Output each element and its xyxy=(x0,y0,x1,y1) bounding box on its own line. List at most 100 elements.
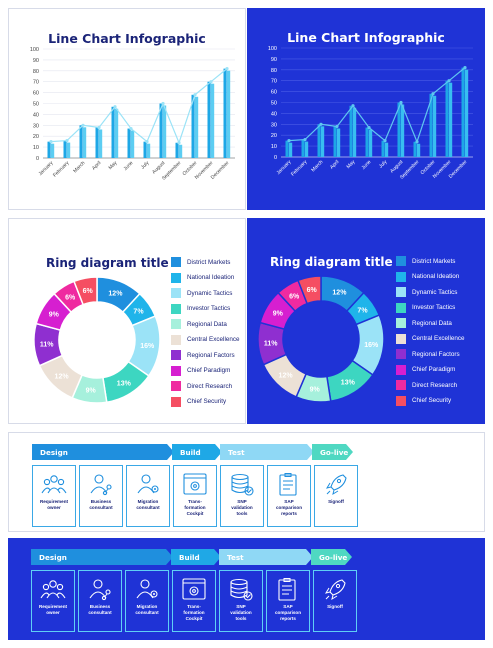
data-point xyxy=(177,141,181,145)
ring-slice xyxy=(73,276,98,306)
bar-shadow xyxy=(337,128,341,157)
legend-label: Regional Factors xyxy=(412,350,460,358)
bar xyxy=(333,126,337,157)
slice-label: 12% xyxy=(279,372,294,379)
bar xyxy=(127,128,131,158)
y-tick-label: 20 xyxy=(33,134,39,140)
legend-item: Regional Data xyxy=(171,318,227,330)
process-panel-dark: Design Build Test Go-live Requirement owner B… xyxy=(8,538,485,640)
data-point xyxy=(463,66,467,70)
legend-swatch xyxy=(171,396,181,407)
legend-label: Dynamic Tactics xyxy=(187,289,233,297)
legend-swatch xyxy=(396,287,406,297)
slice-label: 12% xyxy=(108,290,123,297)
data-point xyxy=(97,125,101,130)
person-network-icon xyxy=(90,474,112,496)
process-step-label: Trans- formation Cockpit xyxy=(184,499,206,516)
data-point xyxy=(319,122,323,126)
legend-item: Regional Factors xyxy=(171,349,235,361)
bar xyxy=(95,127,99,158)
bar-shadow xyxy=(305,141,309,157)
bar xyxy=(159,103,163,158)
rocket-icon xyxy=(324,579,346,601)
data-point xyxy=(415,140,419,144)
database-check-icon xyxy=(231,473,254,496)
bar-shadow xyxy=(369,129,373,157)
legend-label: Regional Data xyxy=(187,320,227,328)
legend-item: Direct Research xyxy=(171,380,232,392)
legend-item: Regional Factors xyxy=(396,348,460,360)
legend-item: Chief Security xyxy=(171,396,226,408)
slice-label: 13% xyxy=(341,379,356,386)
legend-label: Chief Security xyxy=(187,398,227,405)
data-point xyxy=(65,138,69,143)
bar xyxy=(63,140,67,158)
phase-test: Test xyxy=(219,549,313,565)
series-line xyxy=(50,68,228,145)
line-chart-title: Line Chart Infographic xyxy=(48,31,206,46)
series-line xyxy=(288,67,466,144)
process-step-label: SNP validation tools xyxy=(230,604,252,621)
phase-go-live: Go-live xyxy=(312,444,353,460)
people-group-icon xyxy=(41,475,67,494)
bar xyxy=(317,124,321,157)
data-point xyxy=(113,105,117,109)
legend-swatch xyxy=(171,303,181,314)
bar-shadow xyxy=(115,108,119,158)
process-step-label: Trans- formation Cockpit xyxy=(183,604,205,621)
y-tick-label: 20 xyxy=(271,133,277,139)
process-step: Signoff xyxy=(314,465,358,527)
process-step: Business consultant xyxy=(79,465,123,527)
process-step: Trans- formation Cockpit xyxy=(173,465,217,527)
x-tick-label: March xyxy=(310,159,324,173)
bar xyxy=(429,93,433,157)
bar-shadow xyxy=(83,127,87,158)
legend-label: Regional Data xyxy=(412,319,452,327)
y-tick-label: 50 xyxy=(271,101,277,107)
process-step: Signoff xyxy=(313,570,357,632)
person-network-icon xyxy=(89,579,111,601)
y-tick-label: 30 xyxy=(33,123,39,129)
bar-shadow xyxy=(179,144,183,158)
bar-shadow xyxy=(99,129,103,158)
process-step: Migration consultant xyxy=(125,570,169,632)
x-tick-label: April xyxy=(329,159,340,170)
bar xyxy=(47,141,51,158)
legend-swatch xyxy=(396,302,406,313)
ring-chart-dark: 12% 7% 16% 13% 9% 12% 11% 9% 6% 6% xyxy=(257,275,385,403)
person-gear-icon xyxy=(136,579,158,599)
bar xyxy=(111,106,115,158)
slice-label: 16% xyxy=(140,343,155,350)
slice-label: 6% xyxy=(83,288,94,295)
legend-label: Chief Paradigm xyxy=(412,366,456,373)
legend-swatch xyxy=(171,319,181,329)
legend-swatch xyxy=(396,349,406,359)
y-tick-label: 90 xyxy=(271,57,277,63)
legend-label: District Markets xyxy=(412,257,456,265)
data-point xyxy=(193,93,197,97)
data-point xyxy=(145,140,149,144)
y-tick-label: 10 xyxy=(271,144,277,150)
data-point xyxy=(399,100,403,105)
bar xyxy=(143,141,147,158)
legend-swatch xyxy=(396,364,406,375)
bar xyxy=(301,139,305,157)
slice-label: 9% xyxy=(49,311,60,318)
legend-label: National Ideation xyxy=(187,274,235,281)
legend-item: District Markets xyxy=(396,255,455,267)
x-tick-label: June xyxy=(361,159,373,171)
bar-shadow xyxy=(401,104,405,157)
bar-shadow xyxy=(417,143,421,157)
people-group-icon xyxy=(40,580,66,599)
database-check-icon xyxy=(230,578,253,601)
legend-swatch xyxy=(396,333,406,344)
ring-chart-title: Ring diagram title xyxy=(46,256,169,270)
bar xyxy=(365,127,369,157)
legend-label: Chief Security xyxy=(412,397,452,404)
slice-label: 16% xyxy=(364,342,379,349)
y-tick-label: 100 xyxy=(268,46,277,52)
process-step-label: Requirement owner xyxy=(39,499,69,510)
ring-slice xyxy=(297,275,322,305)
legend-item: Central Excellence xyxy=(171,334,240,346)
process-step-label: Migration consultant xyxy=(136,499,160,510)
